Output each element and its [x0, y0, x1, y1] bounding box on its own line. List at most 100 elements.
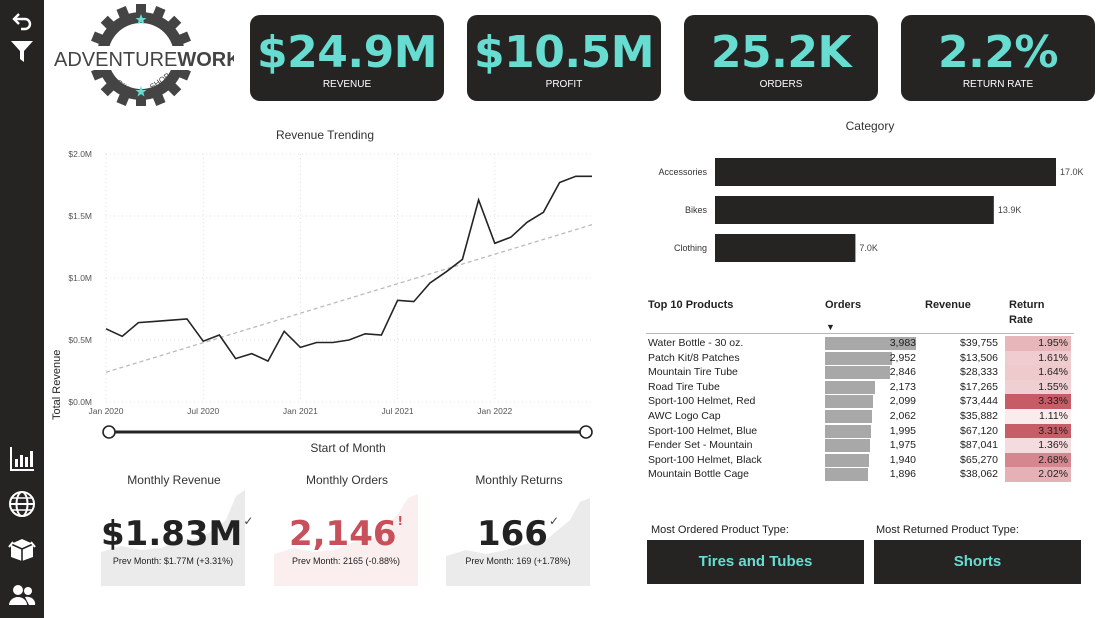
revenue-point[interactable]: [412, 299, 416, 303]
category-bar[interactable]: [715, 158, 1056, 186]
revenue-point[interactable]: [250, 351, 254, 355]
revenue-point[interactable]: [525, 220, 529, 224]
back-arrow-icon[interactable]: [7, 6, 37, 36]
return-rate-value: 1.61%: [1005, 350, 1071, 366]
revenue-trend-line: [105, 224, 593, 373]
revenue-point[interactable]: [314, 340, 318, 344]
table-row[interactable]: Mountain Tire Tube 2,846 $28,333 1.64%: [646, 365, 1074, 380]
revenue-point[interactable]: [217, 333, 221, 337]
revenue-point[interactable]: [444, 270, 448, 274]
revenue-point[interactable]: [233, 356, 237, 360]
revenue-point[interactable]: [460, 257, 464, 261]
revenue-point[interactable]: [120, 334, 124, 338]
monthly-returns-sparkline: [446, 498, 590, 586]
category-bar-chart[interactable]: Accessories 17.0K Bikes 13.9K Clothing 7.0K: [640, 150, 1100, 268]
kpi-value: 25.2K: [710, 27, 852, 78]
check-icon: ✓: [548, 514, 560, 528]
revenue-point[interactable]: [428, 281, 432, 285]
revenue-point[interactable]: [363, 332, 367, 336]
table-row[interactable]: Sport-100 Helmet, Black 1,940 $65,270 2.68%: [646, 452, 1074, 468]
header-orders[interactable]: Orders: [825, 299, 862, 311]
orders-databar: [825, 410, 873, 423]
table-row[interactable]: Sport-100 Helmet, Blue 1,995 $67,120 3.31%: [646, 423, 1074, 439]
box-icon[interactable]: [7, 534, 37, 564]
kpi-value: 2.2%: [937, 27, 1059, 78]
kpi-label: PROFIT: [545, 79, 583, 90]
table-row[interactable]: Patch Kit/8 Patches 2,952 $13,506 1.61%: [646, 350, 1074, 366]
x-tick-label: Jul 2020: [187, 406, 219, 416]
product-name: Mountain Tire Tube: [648, 366, 738, 379]
table-row[interactable]: AWC Logo Cap 2,062 $35,882 1.11%: [646, 409, 1074, 424]
revenue-point[interactable]: [509, 235, 513, 239]
category-data-label: 13.9K: [998, 205, 1022, 215]
revenue-point[interactable]: [282, 329, 286, 333]
revenue-point[interactable]: [493, 241, 497, 245]
revenue-point[interactable]: [266, 359, 270, 363]
product-name: Patch Kit/8 Patches: [648, 351, 740, 364]
most-ordered-label: Most Ordered Product Type:: [651, 524, 789, 536]
revenue-point[interactable]: [574, 174, 578, 178]
logo-brand-right: WORKS: [177, 49, 234, 71]
revenue-point[interactable]: [331, 340, 335, 344]
kpi-card-profit: $10.5M PROFIT: [467, 15, 661, 101]
product-name: Sport-100 Helmet, Blue: [648, 424, 758, 437]
x-tick-label: Jan 2021: [283, 406, 318, 416]
slider-start-handle[interactable]: [102, 425, 116, 439]
slider-end-handle[interactable]: [579, 425, 593, 439]
monthly-orders-card: 2,146! Prev Month: 2165 (-0.88%): [274, 490, 418, 586]
table-row[interactable]: Water Bottle - 30 oz. 3,983 $39,755 1.95%: [646, 336, 1074, 351]
revenue-point[interactable]: [557, 180, 561, 184]
revenue-point[interactable]: [541, 210, 545, 214]
revenue-point[interactable]: [395, 298, 399, 302]
filter-icon[interactable]: [7, 36, 37, 66]
monthly-revenue-title: Monthly Revenue: [127, 473, 221, 487]
monthly-revenue-sparkline: [101, 490, 245, 586]
revenue-point[interactable]: [476, 198, 480, 202]
revenue-point[interactable]: [169, 318, 173, 322]
revenue-point[interactable]: [298, 345, 302, 349]
sort-desc-icon[interactable]: ▼: [826, 322, 835, 332]
revenue-point[interactable]: [152, 319, 156, 323]
kpi-card-return-rate: 2.2% RETURN RATE: [901, 15, 1095, 101]
header-return-rate[interactable]: Return Rate: [1009, 299, 1045, 326]
category-bar[interactable]: [715, 234, 856, 262]
revenue-point[interactable]: [590, 174, 594, 178]
x-tick-label: Jan 2022: [477, 406, 512, 416]
header-revenue[interactable]: Revenue: [925, 299, 971, 311]
return-rate-value: 1.11%: [1005, 409, 1071, 424]
kpi-value: $10.5M: [474, 27, 654, 78]
most-returned-label: Most Returned Product Type:: [876, 524, 1019, 536]
monthly-revenue-card: $1.83M✓ Prev Month: $1.77M (+3.31%): [101, 490, 253, 586]
sidebar: [0, 0, 44, 618]
orders-databar: [825, 351, 893, 365]
most-returned-card: Shorts: [874, 540, 1081, 584]
revenue-point[interactable]: [104, 327, 108, 331]
revenue-value: $39,755: [960, 337, 998, 349]
globe-icon[interactable]: [7, 489, 37, 519]
revenue-point[interactable]: [347, 338, 351, 342]
revenue-point[interactable]: [136, 320, 140, 324]
kpi-label: REVENUE: [322, 79, 372, 90]
date-range-slider[interactable]: [100, 422, 596, 442]
revenue-point[interactable]: [185, 317, 189, 321]
category-label: Accessories: [658, 167, 707, 177]
monthly-orders-sparkline: [274, 494, 418, 586]
revenue-point[interactable]: [379, 333, 383, 337]
table-row[interactable]: Sport-100 Helmet, Red 2,099 $73,444 3.33%: [646, 394, 1074, 409]
orders-value: 1,940: [889, 453, 916, 466]
logo-brand-left: ADVENTURE: [54, 49, 177, 71]
bar-chart-icon[interactable]: [7, 444, 37, 474]
users-icon[interactable]: [7, 580, 37, 610]
monthly-returns-number: 166: [476, 514, 548, 554]
revenue-point[interactable]: [201, 339, 205, 343]
table-row[interactable]: Fender Set - Mountain 1,975 $87,041 1.36%: [646, 438, 1074, 453]
table-row[interactable]: Mountain Bottle Cage 1,896 $38,062 2.02%: [646, 467, 1074, 482]
category-bar[interactable]: [715, 196, 994, 224]
table-row[interactable]: Road Tire Tube 2,173 $17,265 1.55%: [646, 379, 1074, 395]
revenue-trend-chart[interactable]: $0.0M $0.5M $1.0M $1.5M $2.0M Jan 2020 Jul 20…: [44, 140, 604, 440]
orders-databar: [825, 337, 916, 350]
product-name: AWC Logo Cap: [648, 410, 721, 422]
header-product[interactable]: Top 10 Products: [648, 299, 734, 311]
y-tick-label: $1.0M: [68, 273, 92, 283]
revenue-value: $67,120: [960, 424, 998, 437]
